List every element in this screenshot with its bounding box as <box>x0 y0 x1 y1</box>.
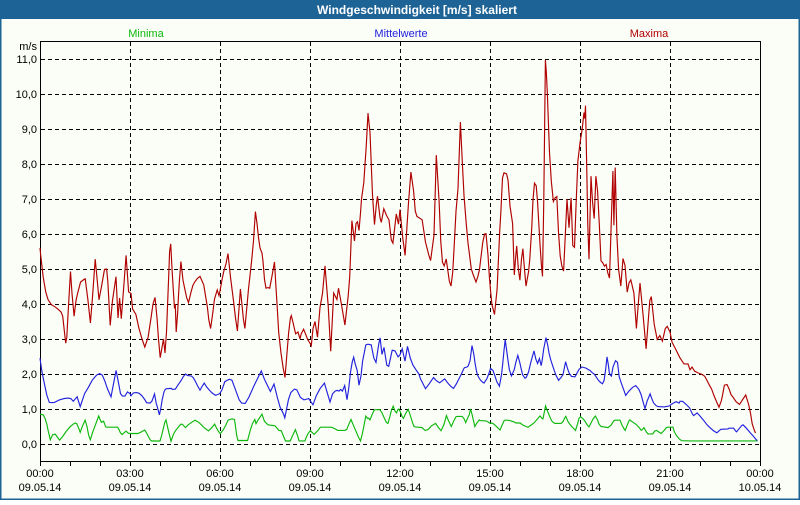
svg-text:03:00: 03:00 <box>116 468 144 480</box>
svg-text:21:00: 21:00 <box>656 468 684 480</box>
svg-text:Windgeschwindigkeit [m/s] skal: Windgeschwindigkeit [m/s] skaliert <box>317 3 517 17</box>
svg-text:12:00: 12:00 <box>386 468 414 480</box>
svg-text:09.05.14: 09.05.14 <box>469 482 512 494</box>
svg-text:4,0: 4,0 <box>22 299 37 311</box>
svg-text:5,0: 5,0 <box>22 264 37 276</box>
svg-text:09.05.14: 09.05.14 <box>19 482 62 494</box>
svg-text:15:00: 15:00 <box>476 468 504 480</box>
svg-text:6,0: 6,0 <box>22 229 37 241</box>
svg-text:00:00: 00:00 <box>26 468 54 480</box>
svg-text:3,0: 3,0 <box>22 334 37 346</box>
svg-text:Maxima: Maxima <box>630 28 669 40</box>
svg-text:m/s: m/s <box>19 41 37 53</box>
svg-text:1,0: 1,0 <box>22 404 37 416</box>
svg-text:9,0: 9,0 <box>22 124 37 136</box>
svg-text:Mittelwerte: Mittelwerte <box>374 28 427 40</box>
svg-text:2,0: 2,0 <box>22 369 37 381</box>
svg-text:09.05.14: 09.05.14 <box>109 482 152 494</box>
svg-text:10.05.14: 10.05.14 <box>739 482 782 494</box>
svg-text:00:00: 00:00 <box>746 468 774 480</box>
svg-text:09.05.14: 09.05.14 <box>379 482 422 494</box>
svg-text:09.05.14: 09.05.14 <box>289 482 332 494</box>
svg-text:7,0: 7,0 <box>22 194 37 206</box>
svg-text:0,0: 0,0 <box>22 439 37 451</box>
svg-text:09.05.14: 09.05.14 <box>649 482 692 494</box>
svg-text:09.05.14: 09.05.14 <box>199 482 242 494</box>
svg-text:Minima: Minima <box>128 28 164 40</box>
svg-text:11,0: 11,0 <box>16 54 37 66</box>
svg-text:09:00: 09:00 <box>296 468 324 480</box>
svg-text:06:00: 06:00 <box>206 468 234 480</box>
svg-text:10,0: 10,0 <box>16 89 37 101</box>
svg-text:8,0: 8,0 <box>22 159 37 171</box>
svg-text:09.05.14: 09.05.14 <box>559 482 602 494</box>
svg-text:18:00: 18:00 <box>566 468 594 480</box>
